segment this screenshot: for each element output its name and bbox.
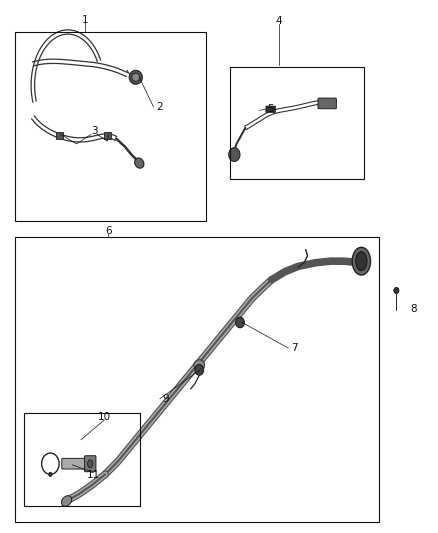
Text: 5: 5 — [267, 104, 274, 114]
Text: 2: 2 — [156, 102, 163, 111]
Text: 10: 10 — [98, 412, 111, 422]
Text: 6: 6 — [105, 227, 112, 236]
FancyBboxPatch shape — [85, 456, 96, 472]
FancyBboxPatch shape — [62, 458, 88, 469]
Ellipse shape — [61, 496, 72, 506]
Bar — [56, 132, 63, 139]
Ellipse shape — [132, 74, 140, 82]
Bar — [104, 132, 111, 139]
Ellipse shape — [352, 247, 371, 275]
Text: 9: 9 — [162, 394, 169, 403]
Ellipse shape — [356, 252, 367, 271]
Ellipse shape — [129, 70, 142, 84]
Circle shape — [236, 317, 244, 328]
Circle shape — [49, 472, 52, 477]
Ellipse shape — [194, 360, 205, 370]
Bar — [230, 67, 364, 179]
Text: 7: 7 — [291, 343, 298, 353]
Circle shape — [229, 148, 240, 161]
Text: 1: 1 — [82, 15, 89, 25]
Ellipse shape — [88, 459, 93, 468]
Text: 4: 4 — [276, 17, 283, 26]
Bar — [24, 413, 140, 506]
Ellipse shape — [134, 158, 144, 168]
Circle shape — [394, 287, 399, 294]
Text: 3: 3 — [91, 126, 98, 135]
Text: 11: 11 — [87, 471, 100, 480]
Circle shape — [195, 365, 204, 375]
Bar — [15, 237, 379, 522]
Text: 8: 8 — [410, 304, 417, 314]
Bar — [15, 32, 206, 221]
FancyBboxPatch shape — [266, 106, 276, 112]
FancyBboxPatch shape — [318, 98, 336, 109]
